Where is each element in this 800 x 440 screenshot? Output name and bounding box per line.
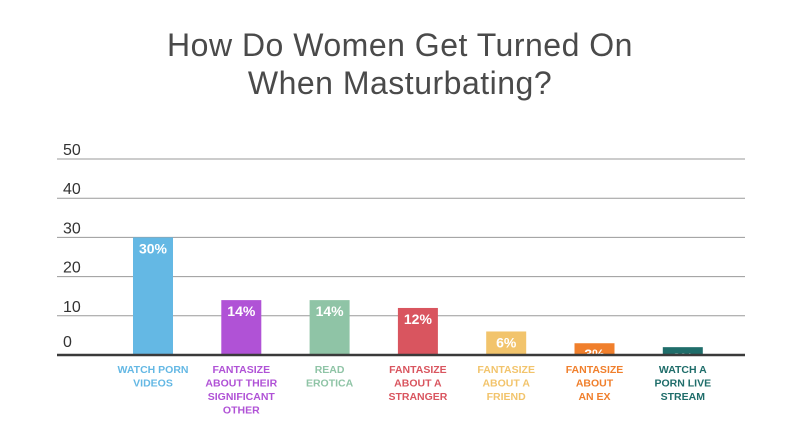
y-tick-label: 10	[63, 299, 81, 316]
y-tick-label: 0	[63, 334, 72, 351]
y-tick-label: 50	[63, 142, 81, 159]
category-label: ABOUT	[576, 378, 614, 390]
bar	[133, 237, 173, 355]
category-label: AN EX	[578, 391, 610, 403]
category-label: READ	[315, 364, 345, 376]
bar	[221, 300, 262, 355]
y-tick-label: 30	[63, 220, 81, 237]
bar-value-label: 6%	[496, 334, 517, 350]
chart-title-line-1: How Do Women Get Turned On	[167, 27, 633, 63]
bar-value-label: 30%	[139, 240, 168, 256]
y-tick-label: 20	[63, 260, 81, 277]
chart-title-line-2: When Masturbating?	[247, 65, 553, 101]
category-label: VIDEOS	[133, 378, 173, 390]
category-label: FANTASIZE	[389, 364, 447, 376]
category-label: SIGNIFICANT	[208, 391, 276, 403]
y-tick-label: 40	[63, 181, 81, 198]
category-label: FRIEND	[487, 391, 527, 403]
category-label: STREAM	[661, 391, 706, 403]
category-label: ABOUT THEIR	[205, 378, 277, 390]
bar-value-label: 14%	[316, 303, 345, 319]
category-label: PORN LIVE	[655, 378, 712, 390]
category-label: ABOUT A	[482, 378, 530, 390]
category-label: ABOUT A	[394, 378, 442, 390]
bar	[309, 300, 350, 355]
category-label: EROTICA	[306, 378, 354, 390]
bar-value-label: 14%	[227, 303, 256, 319]
category-label: STRANGER	[388, 391, 447, 403]
category-label: FANTASIZE	[477, 364, 535, 376]
category-label: OTHER	[223, 405, 260, 417]
bar	[662, 347, 703, 355]
chart-title: How Do Women Get Turned On When Masturba…	[0, 26, 800, 102]
category-label: FANTASIZE	[566, 364, 624, 376]
category-label: WATCH PORN	[118, 364, 189, 376]
bar	[574, 343, 615, 355]
bar	[486, 331, 527, 355]
bar	[397, 307, 438, 355]
category-label: FANTASIZE	[213, 364, 271, 376]
category-label: WATCH A	[659, 364, 707, 376]
bar-value-label: 12%	[404, 311, 433, 327]
